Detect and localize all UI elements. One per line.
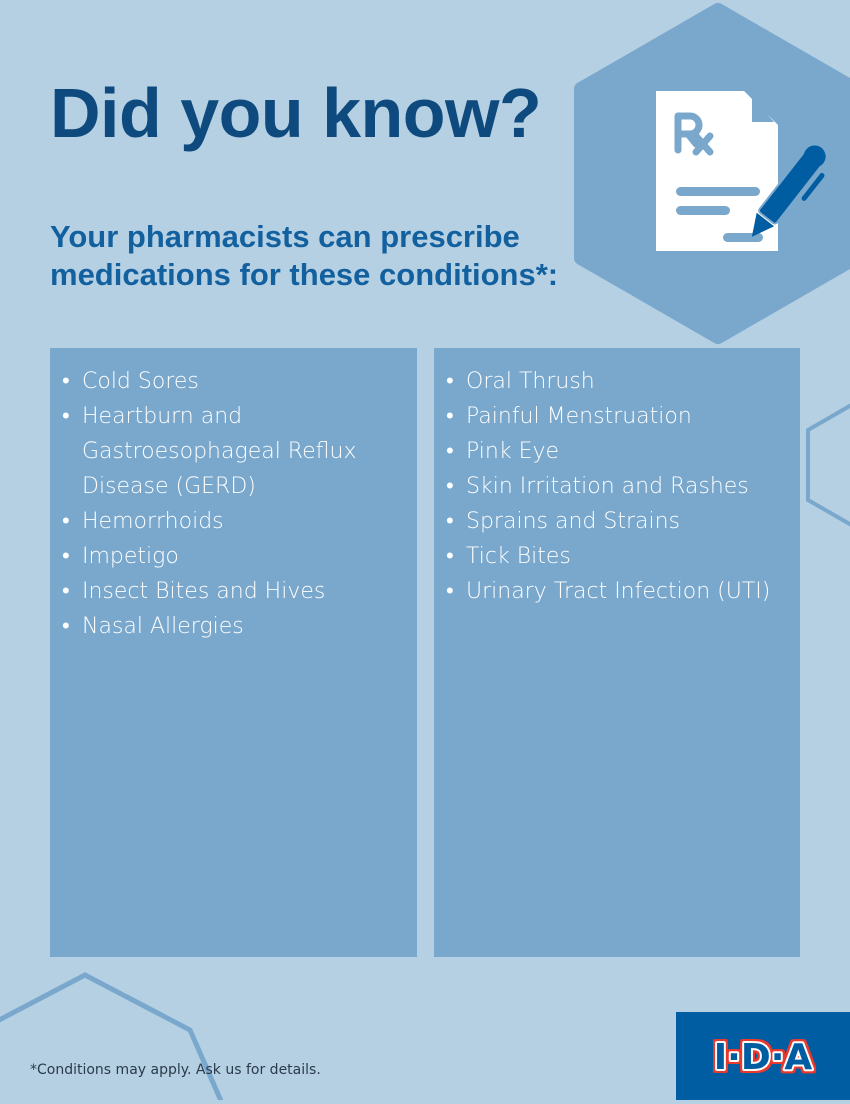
hexagon-outline-bottom (0, 972, 224, 1100)
list-item: Sprains and Strains (446, 504, 800, 539)
list-item: Painful Menstruation (446, 399, 800, 434)
list-item: Urinary Tract Infection (UTI) (446, 574, 800, 609)
conditions-list-right: Oral Thrush Painful Menstruation Pink Ey… (434, 348, 800, 609)
conditions-panel-right: Oral Thrush Painful Menstruation Pink Ey… (434, 348, 800, 957)
list-item: Impetigo (62, 539, 417, 574)
list-item: Cold Sores (62, 364, 417, 399)
hexagon-outline-right (806, 403, 850, 527)
list-item: Heartburn and Gastroesophageal Reflux Di… (62, 399, 417, 504)
ida-logo-text: I·D·A (714, 1037, 813, 1078)
conditions-list-left: Cold Sores Heartburn and Gastroesophagea… (50, 348, 417, 644)
page-title: Did you know? (50, 74, 542, 152)
list-item: Pink Eye (446, 434, 800, 469)
ida-logo-icon: I·D·A (712, 1035, 815, 1080)
list-item: Oral Thrush (446, 364, 800, 399)
prescription-pen-icon (656, 91, 826, 251)
ida-logo: I·D·A (676, 1012, 850, 1100)
footnote: *Conditions may apply. Ask us for detail… (30, 1062, 321, 1078)
conditions-panel-left: Cold Sores Heartburn and Gastroesophagea… (50, 348, 417, 957)
subtitle: Your pharmacists can prescribe medicatio… (50, 219, 559, 292)
list-item: Hemorrhoids (62, 504, 417, 539)
list-item: Nasal Allergies (62, 609, 417, 644)
list-item: Insect Bites and Hives (62, 574, 417, 609)
list-item: Tick Bites (446, 539, 800, 574)
list-item: Skin Irritation and Rashes (446, 469, 800, 504)
